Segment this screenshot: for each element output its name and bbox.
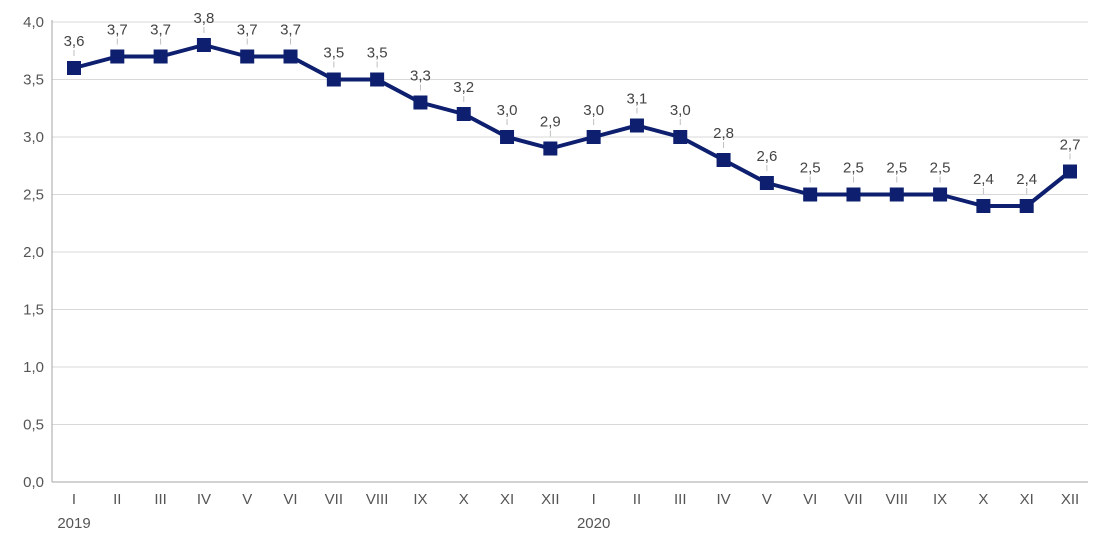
y-tick-label: 3,5 <box>23 72 44 89</box>
data-label: 3,7 <box>237 22 258 39</box>
data-point-marker <box>1063 164 1077 179</box>
data-label: 3,7 <box>150 22 171 39</box>
series-line <box>73 43 1072 208</box>
data-point-marker <box>846 187 861 202</box>
data-point-marker <box>673 130 688 144</box>
data-label: 2,5 <box>930 160 951 177</box>
y-tick-label: 3,0 <box>23 129 44 146</box>
data-point-marker <box>196 38 211 52</box>
data-point-marker <box>456 107 471 121</box>
y-tick-label: 0,5 <box>23 417 44 434</box>
data-label: 2,5 <box>800 160 821 177</box>
y-axis-ticks: 0,0 0,5 1,0 1,5 2,0 2,5 3,0 3,5 4,0 <box>23 14 44 491</box>
x-tick-label: III <box>154 491 167 508</box>
x-tick-label: I <box>72 491 76 508</box>
y-tick-label: 1,0 <box>23 359 44 376</box>
data-point-marker <box>240 49 255 64</box>
data-point-marker <box>283 49 298 64</box>
data-point-marker <box>500 130 515 144</box>
x-tick-label: X <box>978 491 988 508</box>
data-label: 2,5 <box>886 160 907 177</box>
data-label: 3,7 <box>280 22 301 39</box>
data-point-marker <box>759 176 774 190</box>
data-label: 2,6 <box>756 148 777 165</box>
data-label: 3,8 <box>193 10 214 27</box>
data-point-marker <box>153 49 168 64</box>
y-tick-label: 4,0 <box>23 14 44 31</box>
data-point-marker <box>586 130 601 144</box>
data-point-marker <box>976 199 991 213</box>
data-label: 2,4 <box>1016 171 1037 188</box>
x-tick-label: VIII <box>366 491 389 508</box>
x-tick-label: III <box>674 491 687 508</box>
y-tick-label: 0,0 <box>23 474 44 491</box>
x-tick-label: VII <box>325 491 343 508</box>
x-tick-label: IX <box>933 491 947 508</box>
data-label: 3,5 <box>323 45 344 62</box>
data-label: 3,1 <box>627 91 648 108</box>
gridlines <box>52 21 1088 425</box>
data-point-marker <box>413 95 428 110</box>
data-point-marker <box>543 141 558 156</box>
x-tick-label: I <box>592 491 596 508</box>
data-point-marker <box>67 61 81 75</box>
data-point-marker <box>370 72 385 87</box>
y-tick-label: 2,0 <box>23 244 44 261</box>
data-label: 2,8 <box>713 125 734 142</box>
data-label: 3,0 <box>497 102 518 119</box>
x-year-label: 2019 <box>57 515 90 532</box>
x-tick-label: XII <box>541 491 559 508</box>
x-tick-label: XI <box>500 491 514 508</box>
x-tick-label: XI <box>1020 491 1034 508</box>
data-label: 2,5 <box>843 160 864 177</box>
x-tick-label: VI <box>803 491 817 508</box>
x-tick-label: II <box>633 491 641 508</box>
series-markers <box>67 38 1077 213</box>
data-point-marker <box>889 187 904 202</box>
data-label: 3,5 <box>367 45 388 62</box>
x-tick-label: XII <box>1061 491 1079 508</box>
data-label: 3,3 <box>410 68 431 85</box>
data-labels: 3,6 3,7 3,7 3,8 3,7 3,7 3,5 3,5 3,3 3,2 3,0 2,9 3,0 3… <box>64 10 1081 194</box>
x-tick-label: VI <box>283 491 297 508</box>
data-label: 2,4 <box>973 171 994 188</box>
data-point-marker <box>1019 199 1034 213</box>
data-point-marker <box>326 72 341 87</box>
y-tick-label: 1,5 <box>23 302 44 319</box>
x-tick-label: II <box>113 491 121 508</box>
series-line-group <box>73 43 1072 208</box>
x-tick-label: VII <box>844 491 862 508</box>
x-tick-label: IV <box>197 491 211 508</box>
data-label: 2,7 <box>1060 137 1081 154</box>
data-label: 3,2 <box>453 79 474 96</box>
data-label: 3,0 <box>670 102 691 119</box>
data-point-marker <box>110 49 125 64</box>
x-tick-label: IV <box>716 491 730 508</box>
data-point-marker <box>716 153 731 167</box>
data-label: 3,6 <box>64 33 85 50</box>
x-tick-label: VIII <box>886 491 909 508</box>
data-label: 2,9 <box>540 114 561 131</box>
x-tick-label: V <box>242 491 252 508</box>
x-year-label: 2020 <box>577 515 610 532</box>
data-label: 3,0 <box>583 102 604 119</box>
data-point-marker <box>803 187 818 202</box>
x-axis: I II III IV V VI VII VIII IX X XI XII I II III IV V VI VII… <box>51 20 1088 532</box>
data-point-marker <box>933 187 948 202</box>
x-tick-label: IX <box>413 491 427 508</box>
x-tick-label: X <box>459 491 469 508</box>
x-tick-label: V <box>762 491 772 508</box>
data-point-marker <box>629 118 644 133</box>
data-label: 3,7 <box>107 22 128 39</box>
y-tick-label: 2,5 <box>23 187 44 204</box>
